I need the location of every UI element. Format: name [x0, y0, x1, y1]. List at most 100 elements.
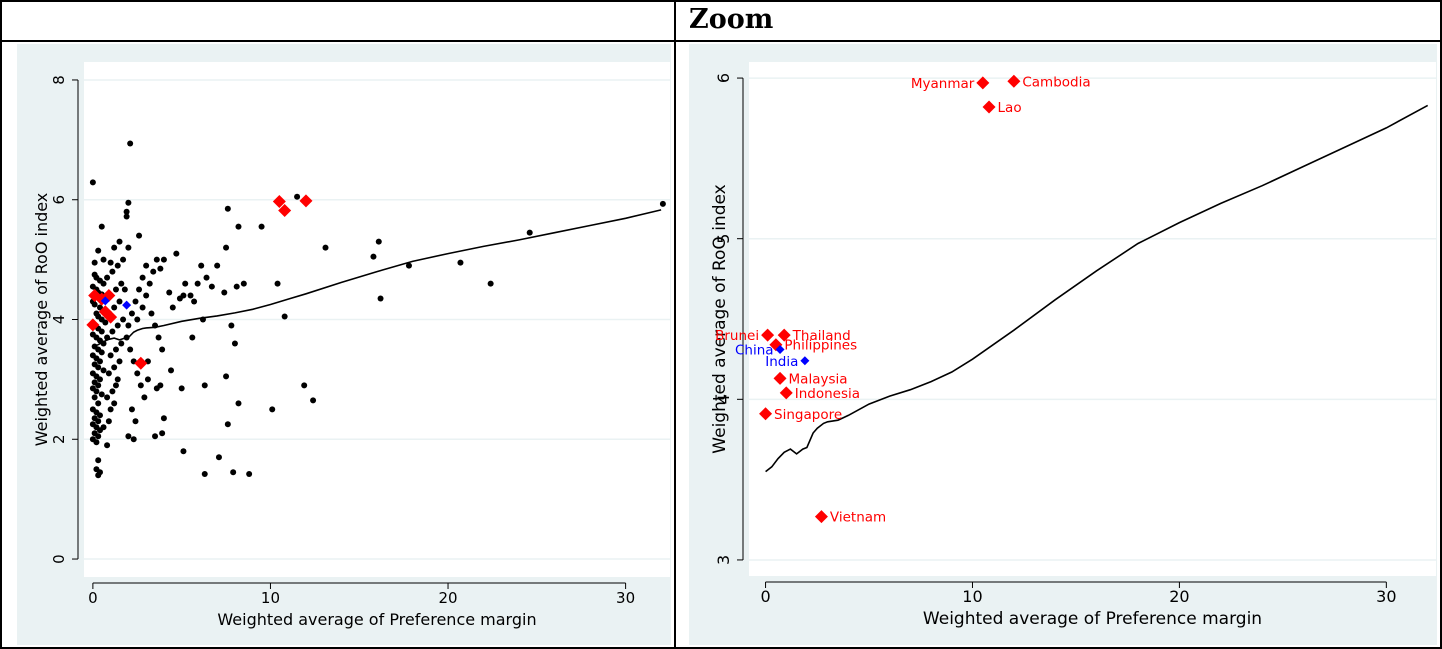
- data-point-india: [122, 300, 132, 310]
- data-point-other: [405, 262, 412, 269]
- data-point-other: [203, 274, 210, 281]
- data-point-other: [112, 382, 119, 389]
- data-point-other: [159, 346, 166, 353]
- data-point-other: [89, 179, 96, 186]
- data-point-myanmar: [976, 76, 990, 90]
- data-point-other: [230, 469, 237, 476]
- data-point-other: [123, 208, 130, 215]
- point-label-philippines: Philippines: [784, 338, 857, 354]
- data-point-philippines: [769, 338, 783, 352]
- data-point-other: [274, 280, 281, 287]
- data-point-other: [100, 424, 107, 431]
- table-border-middle: [674, 0, 676, 649]
- data-point-other: [143, 292, 150, 299]
- data-point-cambodia: [299, 194, 313, 208]
- data-point-indonesia: [104, 310, 118, 324]
- data-point-other: [104, 394, 111, 401]
- data-point-other: [187, 292, 194, 299]
- x-tick-label: 20: [1169, 587, 1189, 606]
- data-point-other: [98, 349, 105, 356]
- data-point-other: [141, 394, 148, 401]
- data-point-other: [95, 418, 102, 425]
- data-point-other: [96, 412, 103, 419]
- data-point-other: [123, 213, 130, 220]
- data-point-other: [137, 382, 144, 389]
- data-point-other: [370, 253, 377, 260]
- data-point-other: [233, 283, 240, 290]
- y-tick-label: 0: [50, 554, 68, 564]
- data-point-other: [457, 259, 464, 266]
- data-point-other: [132, 418, 139, 425]
- data-point-other: [223, 244, 230, 251]
- data-point-other: [109, 268, 116, 275]
- y-tick-label: 4: [714, 394, 733, 404]
- data-point-thailand: [777, 328, 791, 342]
- data-point-other: [269, 406, 276, 413]
- data-point-other: [146, 280, 153, 287]
- data-point-other: [109, 328, 116, 335]
- data-point-other: [214, 262, 221, 269]
- data-point-other: [98, 391, 105, 398]
- plot-area: [749, 62, 1436, 576]
- point-label-thailand: Thailand: [792, 328, 851, 344]
- data-point-other: [105, 370, 112, 377]
- data-point-other: [153, 256, 160, 263]
- data-point-other: [659, 200, 666, 207]
- x-tick-label: 30: [1376, 587, 1396, 606]
- data-point-other: [201, 382, 208, 389]
- data-point-malaysia: [773, 371, 787, 385]
- x-tick-label: 10: [962, 587, 982, 606]
- x-tick-label: 0: [760, 587, 770, 606]
- data-point-other: [166, 289, 173, 296]
- data-point-other: [130, 436, 137, 443]
- data-point-other: [128, 310, 135, 317]
- data-point-other: [125, 244, 132, 251]
- data-point-other: [148, 310, 155, 317]
- data-point-other: [127, 140, 134, 147]
- point-label-singapore: Singapore: [774, 407, 842, 423]
- data-point-other: [107, 259, 114, 266]
- data-point-other: [258, 223, 265, 230]
- data-point-other: [93, 439, 100, 446]
- data-point-other: [136, 286, 143, 293]
- data-point-other: [95, 247, 102, 254]
- data-point-lao: [982, 100, 996, 114]
- data-point-india: [800, 356, 810, 366]
- data-point-singapore: [759, 407, 773, 421]
- point-label-china: China: [735, 343, 774, 359]
- point-label-cambodia: Cambodia: [1022, 74, 1090, 90]
- data-point-other: [111, 244, 118, 251]
- data-point-other: [136, 232, 143, 239]
- data-point-other: [100, 367, 107, 374]
- data-point-china: [775, 345, 785, 355]
- data-point-other: [109, 388, 116, 395]
- data-point-other: [104, 274, 111, 281]
- data-point-other: [180, 448, 187, 455]
- y-tick-label: 2: [50, 434, 68, 444]
- y-axis-title: Weighted average of RoO index: [710, 184, 730, 453]
- x-tick-label: 10: [261, 589, 280, 607]
- point-label-vietnam: Vietnam: [830, 510, 886, 526]
- data-point-other: [150, 268, 157, 275]
- data-point-other: [168, 367, 175, 374]
- data-point-other: [95, 364, 102, 371]
- data-point-singapore: [86, 318, 100, 332]
- data-point-other: [114, 322, 121, 329]
- data-point-other: [111, 400, 118, 407]
- data-point-other: [93, 388, 100, 395]
- data-point-other: [160, 256, 167, 263]
- data-point-other: [95, 382, 102, 389]
- data-point-other: [114, 262, 121, 269]
- data-point-china: [100, 296, 110, 306]
- data-point-other: [100, 256, 107, 263]
- data-point-myanmar: [272, 195, 286, 209]
- table-border-left: [0, 0, 2, 649]
- data-point-other: [134, 316, 141, 323]
- scatter-chart-full: 0 10 20 30 0 2 4 6 8 Weighted average of Preferen…: [17, 44, 671, 645]
- data-point-other: [159, 430, 166, 437]
- data-point-other: [139, 274, 146, 281]
- data-point-other: [294, 193, 301, 200]
- data-point-other: [191, 298, 198, 305]
- point-label-myanmar: Myanmar: [911, 76, 975, 92]
